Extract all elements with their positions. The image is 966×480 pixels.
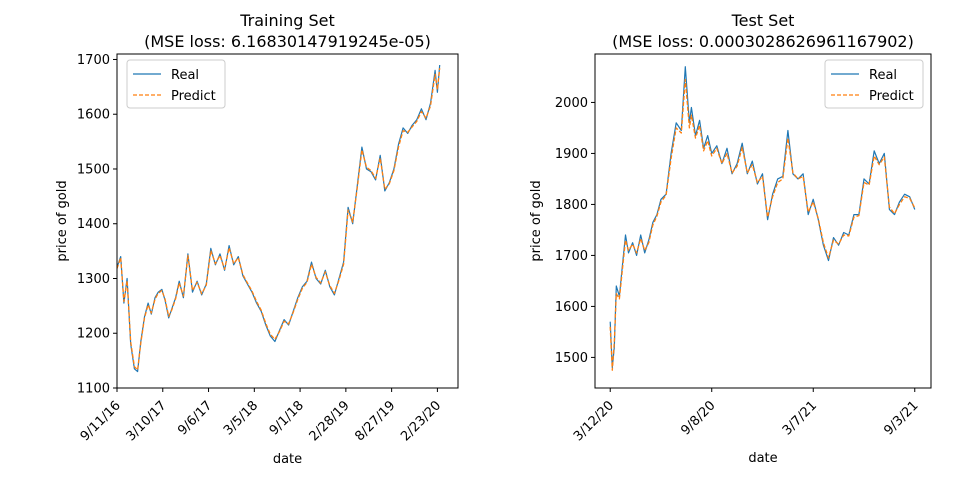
x-axis-label: date xyxy=(748,451,777,466)
legend: Real Predict xyxy=(127,60,225,108)
series-line-real xyxy=(117,65,440,372)
series-line-predict xyxy=(610,80,915,371)
y-tick-label: 1600 xyxy=(77,108,110,123)
chart-title: Training Set xyxy=(239,11,335,30)
y-tick-label: 1500 xyxy=(555,351,588,366)
series-line-real xyxy=(610,67,915,368)
x-tick-label: 3/10/17 xyxy=(124,398,170,444)
legend-label-predict: Predict xyxy=(869,89,914,104)
y-tick-label: 1800 xyxy=(555,198,588,213)
legend-label-predict: Predict xyxy=(171,89,216,104)
legend-label-real: Real xyxy=(869,68,897,83)
chart-subtitle: (MSE loss: 6.16830147919245e-05) xyxy=(144,32,431,51)
y-tick-label: 1500 xyxy=(77,162,110,177)
x-tick-label: 9/1/18 xyxy=(267,398,307,438)
y-tick-label: 1100 xyxy=(77,382,110,397)
y-tick-label: 1900 xyxy=(555,147,588,162)
x-tick-label: 2/23/20 xyxy=(398,398,444,444)
x-axis-label: date xyxy=(273,452,302,467)
y-tick-label: 1700 xyxy=(77,53,110,68)
y-axis-label: price of gold xyxy=(55,180,70,261)
x-tick-label: 3/5/18 xyxy=(221,398,261,438)
x-tick-label: 2/28/19 xyxy=(307,398,353,444)
x-tick-label: 3/7/21 xyxy=(780,398,820,438)
x-tick-label: 8/27/19 xyxy=(352,398,398,444)
legend-label-real: Real xyxy=(171,68,199,83)
chart-panel-2: Test Set (MSE loss: 0.0003028626961167902… xyxy=(529,11,931,466)
x-tick-label: 9/11/16 xyxy=(78,398,124,444)
y-tick-label: 1300 xyxy=(77,272,110,287)
y-tick-label: 1200 xyxy=(77,327,110,342)
y-axis-label: price of gold xyxy=(529,180,544,261)
series-line-predict xyxy=(117,68,440,370)
x-tick-label: 9/6/17 xyxy=(175,398,215,438)
y-tick-label: 1700 xyxy=(555,249,588,264)
chart-panel-1: Training Set (MSE loss: 6.16830147919245e… xyxy=(55,11,458,467)
y-tick-label: 1600 xyxy=(555,300,588,315)
y-tick-label: 2000 xyxy=(555,96,588,111)
legend: Real Predict xyxy=(825,60,923,108)
chart-title: Test Set xyxy=(731,11,795,30)
x-tick-label: 9/3/21 xyxy=(881,398,921,438)
chart-subtitle: (MSE loss: 0.0003028626961167902) xyxy=(612,32,914,51)
x-tick-label: 9/8/20 xyxy=(678,398,718,438)
x-tick-label: 3/12/20 xyxy=(571,398,617,444)
y-tick-label: 1400 xyxy=(77,217,110,232)
